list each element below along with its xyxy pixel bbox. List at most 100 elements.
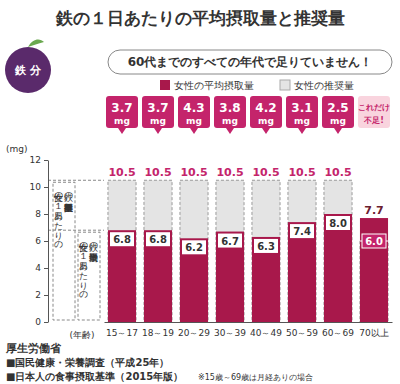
x-tick-label: 50～59 bbox=[286, 328, 318, 338]
x-tick: 20～29 bbox=[178, 322, 210, 338]
y-tick-label: 10 bbox=[30, 182, 42, 192]
recommended-label: 6.0 bbox=[365, 236, 383, 247]
average-label-box bbox=[254, 239, 278, 253]
deficit-label: 3.7mg bbox=[147, 101, 168, 126]
y-tick: 2 bbox=[35, 290, 48, 300]
x-tick: 40～49 bbox=[250, 322, 282, 338]
average-label-box bbox=[290, 224, 314, 238]
deficit-label: 3.8mg bbox=[219, 101, 240, 126]
x-tick-label: 15～17 bbox=[106, 328, 138, 338]
source: ■国民健康・栄養調査（平成25年） bbox=[6, 357, 169, 368]
badge-text: 鉄 分 bbox=[14, 64, 42, 77]
y-tick-label: 8 bbox=[35, 209, 41, 219]
average-bar bbox=[216, 232, 244, 322]
badge-leaf bbox=[28, 39, 44, 47]
badge-circle bbox=[5, 47, 51, 93]
x-axis: 15～17 18～19 20～29 30～39 40～49 50～59 60～69 70以上 bbox=[105, 322, 393, 338]
x-axis-line bbox=[105, 322, 393, 323]
y-tick: 8 bbox=[35, 209, 48, 219]
average-label: 7.7 bbox=[364, 204, 384, 217]
deficit-pointer bbox=[226, 128, 234, 134]
legend-label: 女性の平均摂取量 bbox=[174, 80, 254, 91]
y-tick-label: 4 bbox=[35, 263, 41, 273]
recommended-bar bbox=[324, 180, 352, 322]
y-tick-label: 0 bbox=[35, 317, 41, 327]
average-label-box bbox=[218, 234, 242, 248]
recommended-label: 10.5 bbox=[324, 166, 351, 179]
y-axis: 0 2 4 6 8 10 12 bbox=[30, 155, 49, 327]
deficit-box bbox=[214, 96, 246, 128]
deficit-label: 2.5mg bbox=[327, 101, 348, 126]
average-label: 6.3 bbox=[257, 241, 275, 252]
legend: 女性の平均摂取量 女性の推奨量 bbox=[160, 80, 354, 91]
recommended-label: 10.5 bbox=[180, 166, 207, 179]
x-tick: 15～17 bbox=[106, 322, 138, 338]
y-tick-mark bbox=[44, 322, 48, 323]
x-tick-label: 20～29 bbox=[178, 328, 210, 338]
deficit-pointer bbox=[118, 128, 126, 134]
source: 厚生労働省 bbox=[5, 342, 62, 355]
x-tick: 30～39 bbox=[214, 322, 246, 338]
y-tick: 0 bbox=[35, 317, 48, 327]
deficit-label: 3.7mg bbox=[111, 101, 132, 126]
deficit-group: 3.7mg3.7mg4.3mg3.8mg4.2mg3.1mg2.5mgこれだけ不… bbox=[106, 96, 390, 134]
legend-label: 女性の推奨量 bbox=[294, 80, 354, 91]
average-label: 7.4 bbox=[293, 226, 311, 237]
recommended-label: 10.5 bbox=[252, 166, 279, 179]
y-tick-label: 6 bbox=[35, 236, 41, 246]
deficit-box bbox=[322, 96, 354, 128]
note-box bbox=[53, 182, 75, 320]
y-tick-mark bbox=[44, 160, 48, 161]
deficit-pointer bbox=[334, 128, 342, 134]
y-tick-mark bbox=[44, 214, 48, 215]
deficit-pointer bbox=[190, 128, 198, 134]
deficit-pointer bbox=[298, 128, 306, 134]
x-tick: 50～59 bbox=[286, 322, 318, 338]
y-tick: 12 bbox=[30, 155, 48, 165]
x-tick: 18～19 bbox=[142, 322, 174, 338]
recommended-bar bbox=[216, 180, 244, 322]
x-axis-title: (年齢) bbox=[69, 330, 94, 340]
x-tick-label: 60～69 bbox=[322, 328, 354, 338]
average-bar bbox=[108, 230, 136, 322]
deficit-box bbox=[106, 96, 138, 128]
recommended-label: 10.5 bbox=[108, 166, 135, 179]
x-tick-label: 40～49 bbox=[250, 328, 282, 338]
average-label: 6.7 bbox=[221, 236, 239, 247]
y-tick-label: 12 bbox=[30, 155, 41, 165]
recommended-bar bbox=[288, 180, 316, 322]
average-bar bbox=[180, 238, 208, 322]
x-tick-label: 70以上 bbox=[359, 328, 388, 338]
x-tick-label: 18～19 bbox=[142, 328, 174, 338]
guide-line bbox=[48, 230, 104, 231]
y-tick: 4 bbox=[35, 263, 48, 273]
legend-swatch bbox=[160, 80, 170, 90]
callout-box bbox=[108, 50, 392, 74]
deficit-label: 4.3mg bbox=[183, 101, 204, 126]
deficit-label: 4.2mg bbox=[255, 101, 276, 126]
x-tick: 70以上 bbox=[359, 322, 388, 338]
average-label: 6.8 bbox=[113, 234, 131, 245]
deficit-box bbox=[250, 96, 282, 128]
deficit-label: 3.1mg bbox=[291, 101, 312, 126]
average-bar bbox=[288, 222, 316, 322]
average-bar bbox=[324, 214, 352, 322]
y-tick: 10 bbox=[30, 182, 48, 192]
source: ■日本人の食事摂取基準（2015年版） bbox=[6, 371, 183, 382]
y-tick-mark bbox=[44, 295, 48, 296]
average-label: 6.2 bbox=[185, 242, 203, 253]
recommended-bar bbox=[108, 180, 136, 322]
recommended-label: 10.5 bbox=[144, 166, 171, 179]
x-tick: 60～69 bbox=[322, 322, 354, 338]
data-labels: 10.56.810.56.810.56.210.56.710.56.310.57… bbox=[108, 166, 386, 254]
average-label-box bbox=[110, 232, 134, 246]
shortage-label: 不足! bbox=[363, 116, 384, 125]
vertical-note: 鉄の摂取基準推奨量 bbox=[64, 186, 74, 213]
note-box bbox=[78, 232, 100, 320]
y-tick-mark bbox=[44, 187, 48, 188]
badge: 鉄 分 bbox=[5, 39, 51, 93]
chart-svg: 鉄の１日あたりの平均摂取量と推奨量鉄 分60代までのすべての年代で足りていません… bbox=[0, 0, 400, 384]
recommended-bar bbox=[144, 180, 172, 322]
deficit-pointer bbox=[262, 128, 270, 134]
guide-line bbox=[48, 180, 104, 181]
